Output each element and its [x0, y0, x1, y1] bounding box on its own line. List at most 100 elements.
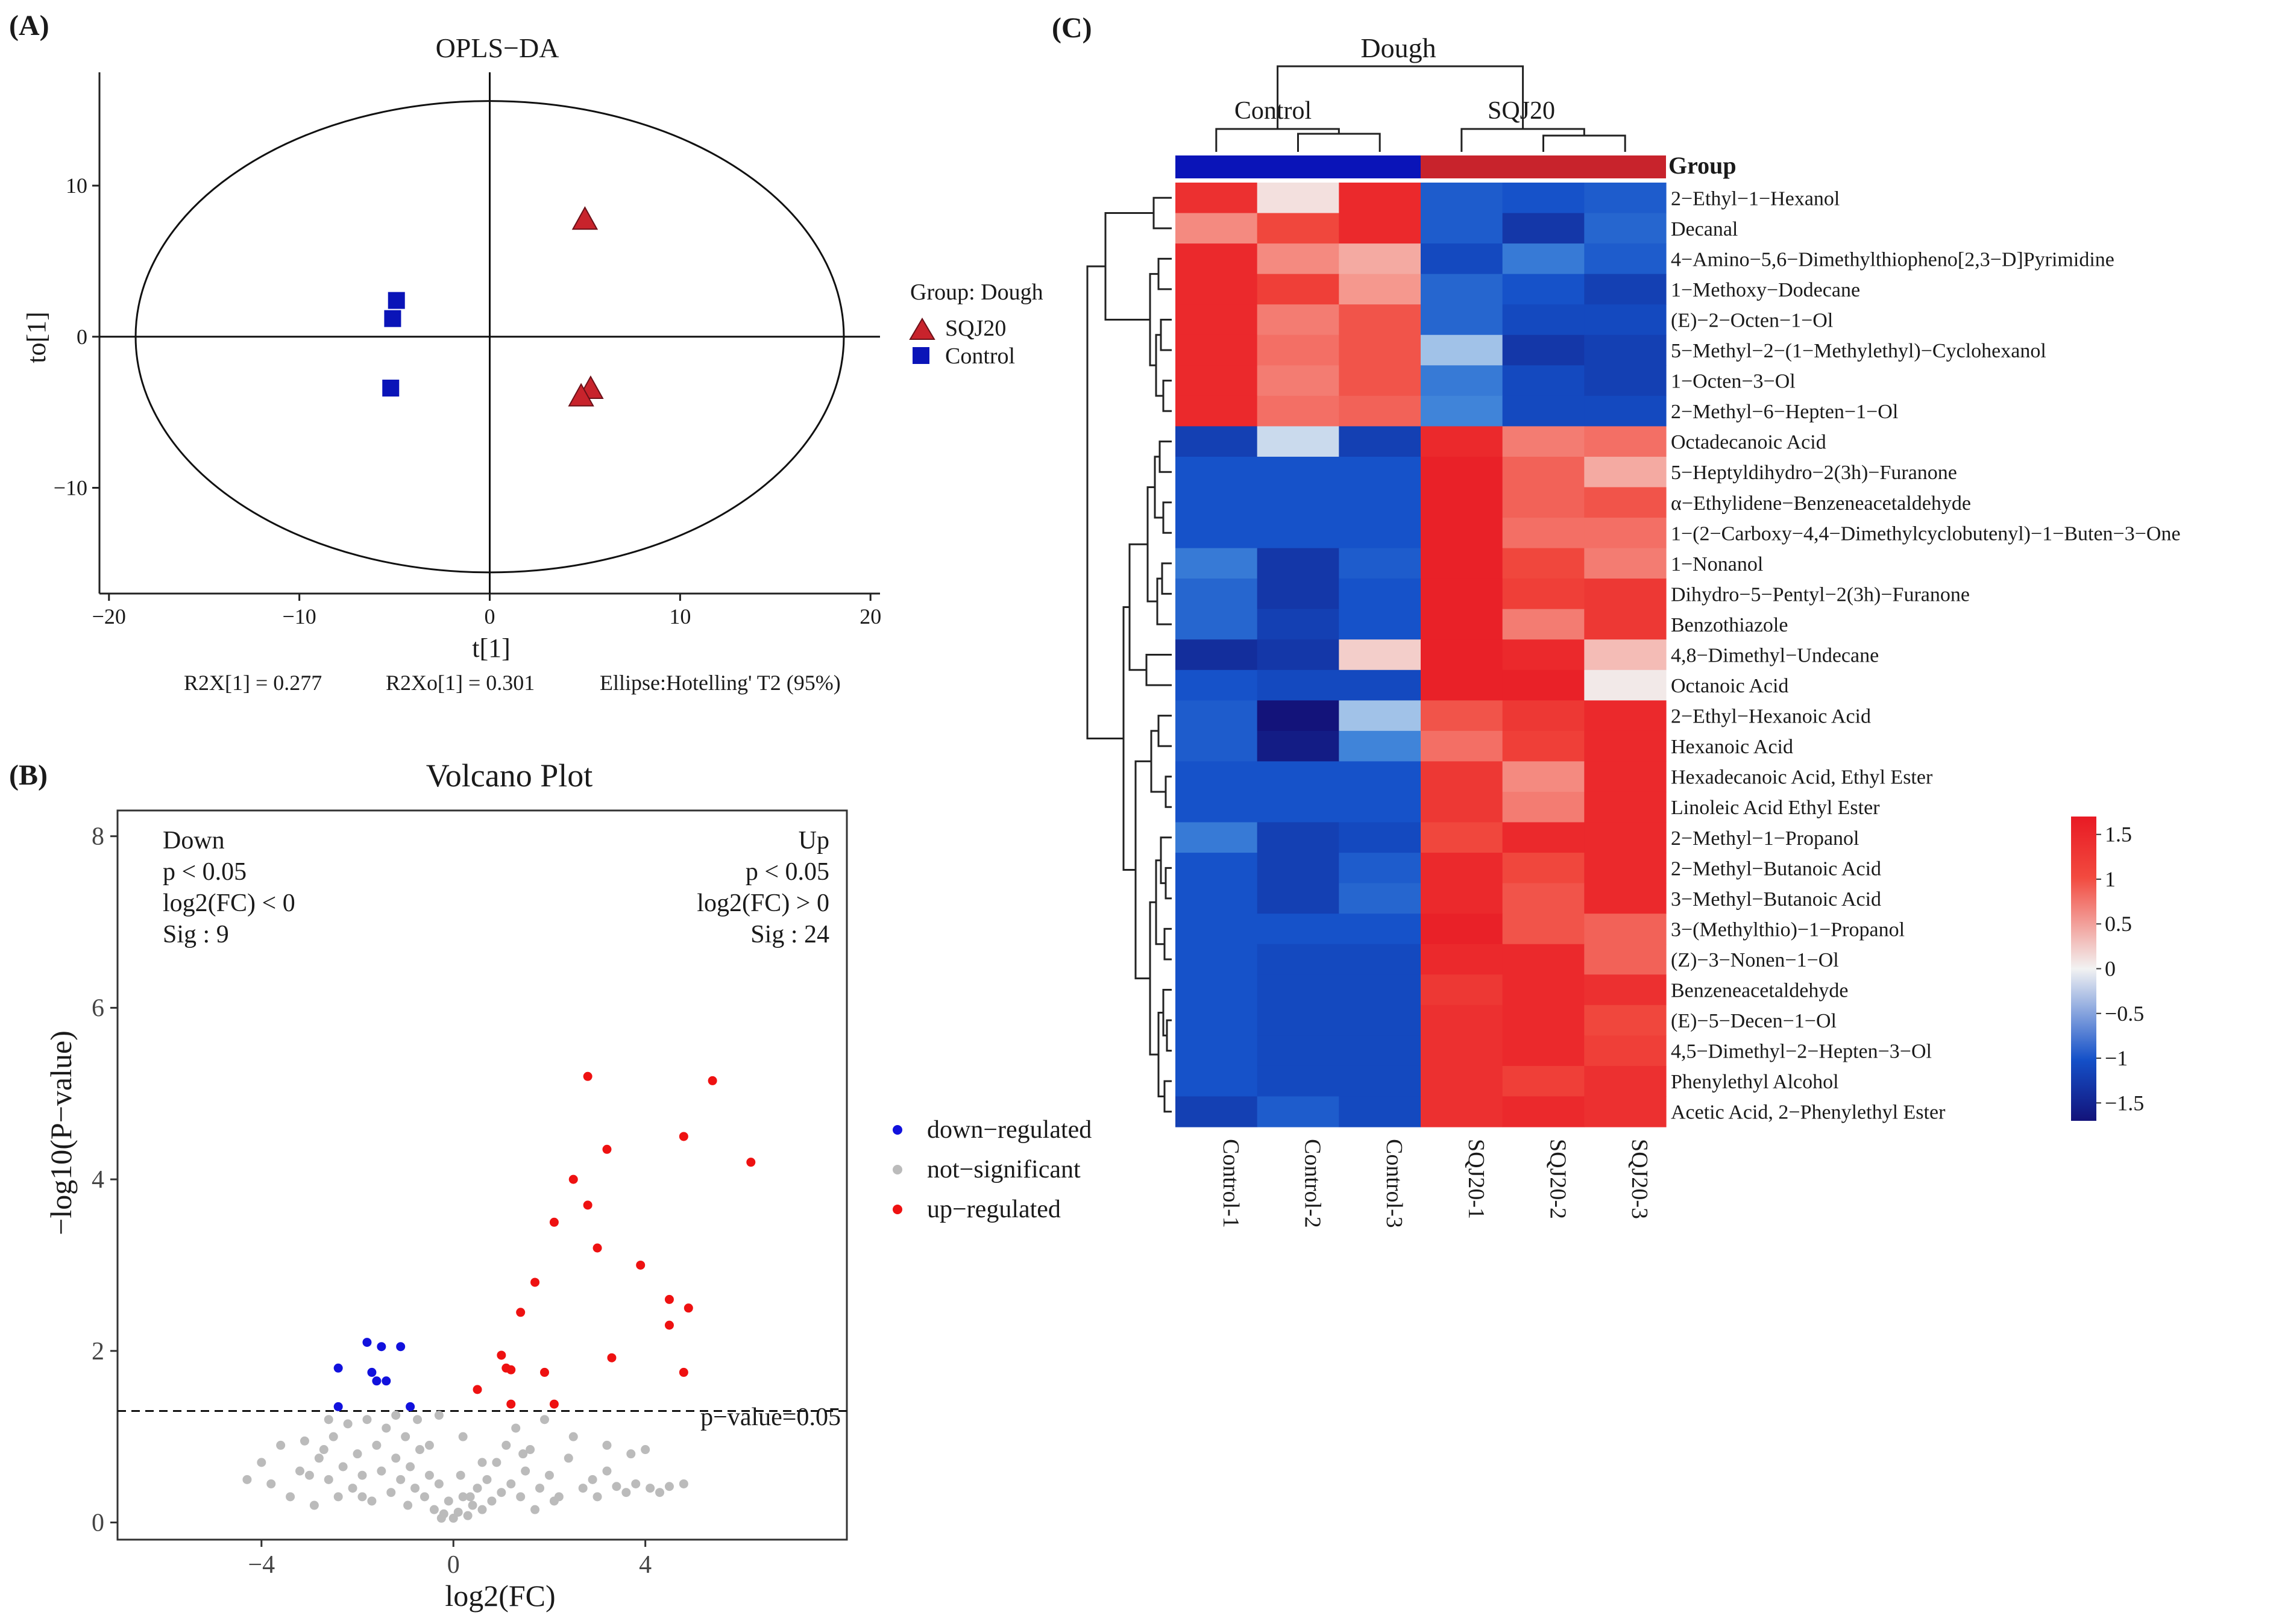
heatmap-cell: [1502, 609, 1585, 640]
row-dendro-link: [1145, 654, 1172, 686]
column-label: Control-3: [1381, 1139, 1407, 1228]
row-label: Octanoic Acid: [1671, 675, 1788, 697]
heatmap-cell: [1257, 914, 1339, 945]
point-up-regulated: [473, 1385, 482, 1394]
point-not-significant: [429, 1505, 439, 1514]
colorbar: [2071, 817, 2096, 1121]
point-down-regulated: [333, 1402, 343, 1411]
row-label: 5−Heptyldihydro−2(3h)−Furanone: [1671, 462, 1957, 484]
heatmap-cell: [1584, 334, 1667, 366]
heatmap-cell: [1421, 395, 1503, 427]
heatmap-cell: [1502, 791, 1585, 823]
heatmap-cell: [1584, 274, 1667, 305]
point-not-significant: [401, 1432, 410, 1441]
heatmap-cell: [1502, 974, 1585, 1006]
heatmap-cell: [1257, 578, 1339, 610]
heatmap-cell: [1421, 791, 1503, 823]
ellipse-hotelling: [134, 100, 845, 574]
heatmap-cell: [1584, 578, 1667, 610]
point-up-regulated: [530, 1278, 540, 1287]
point-not-significant: [535, 1484, 545, 1493]
dendro-link: [1215, 128, 1340, 152]
heatmap-cell: [1339, 974, 1421, 1006]
heatmap-cell: [1339, 304, 1421, 336]
stat-r2x: R2X[1] = 0.277: [184, 671, 322, 695]
point-up-regulated: [497, 1350, 506, 1360]
heatmap-cell: [1502, 365, 1585, 397]
point-down-regulated: [372, 1376, 382, 1386]
point-not-significant: [372, 1440, 382, 1450]
point-down-regulated: [367, 1367, 377, 1377]
point-up-regulated: [593, 1243, 602, 1253]
heatmap-cell: [1175, 761, 1258, 792]
dendro-link: [1297, 133, 1381, 152]
point-not-significant: [448, 1513, 458, 1523]
heatmap-cell: [1257, 669, 1339, 701]
colorbar-tick-label: 1: [2105, 867, 2116, 891]
legend-up: up−regulated: [927, 1196, 1061, 1223]
heatmap-cell: [1339, 609, 1421, 640]
heatmap-cell: [1502, 395, 1585, 427]
heatmap-cell: [1584, 365, 1667, 397]
heatmap-cell: [1421, 487, 1503, 518]
point-not-significant: [516, 1492, 526, 1502]
heatmap-cell: [1175, 1005, 1258, 1036]
row-dendro-link: [1156, 577, 1172, 625]
heatmap-cell: [1257, 791, 1339, 823]
row-dendro-link: [1134, 760, 1151, 980]
point-not-significant: [295, 1466, 304, 1476]
heatmap-cell: [1339, 183, 1421, 214]
point-not-significant: [386, 1488, 396, 1497]
point-down-regulated: [362, 1338, 372, 1347]
heatmap-cell: [1584, 183, 1667, 214]
heatmap-cell: [1257, 853, 1339, 884]
point-sqj20: [571, 206, 599, 230]
heatmap-cell: [1502, 944, 1585, 975]
row-label: 4−Amino−5,6−Dimethylthiopheno[2,3−D]Pyri…: [1671, 248, 2114, 271]
heatmap-cell: [1339, 1005, 1421, 1036]
row-labels: 2−Ethyl−1−Hexanol Decanal 4−Amino−5,6−Dime…: [1671, 187, 2181, 1123]
heatmap-cell: [1421, 669, 1503, 701]
point-not-significant: [564, 1453, 573, 1463]
heatmap-cell: [1421, 274, 1503, 305]
heatmap-cell: [1339, 365, 1421, 397]
heatmap-cell: [1584, 639, 1667, 671]
point-not-significant: [377, 1466, 386, 1476]
heatmap-cell: [1339, 548, 1421, 579]
group-bar-title: Group: [1668, 152, 1737, 179]
heatmap-cell: [1502, 883, 1585, 914]
point-not-significant: [353, 1449, 362, 1459]
point-not-significant: [434, 1479, 444, 1488]
point-not-significant: [343, 1419, 353, 1429]
heatmap-cell: [1421, 883, 1503, 914]
heatmap-cell: [1339, 669, 1421, 701]
point-up-regulated: [607, 1353, 617, 1362]
point-up-regulated: [679, 1132, 688, 1141]
legend-ns: not−significant: [927, 1156, 1081, 1184]
heatmap-cell: [1339, 518, 1421, 549]
row-dendro-link: [1152, 196, 1172, 230]
row-label: Linoleic Acid Ethyl Ester: [1671, 797, 1880, 819]
heatmap-cell: [1584, 1005, 1667, 1036]
point-not-significant: [257, 1458, 266, 1467]
row-label: Octadecanoic Acid: [1671, 431, 1826, 454]
volcano-ticks: −4 0 4 0 2 4 6 8: [92, 823, 652, 1579]
point-not-significant: [304, 1470, 314, 1480]
volcano-xtick-label: 4: [639, 1551, 652, 1579]
point-up-regulated: [549, 1399, 559, 1409]
heatmap-cell: [1421, 304, 1503, 336]
heatmap-cell: [1421, 213, 1503, 244]
heatmap-cell: [1339, 213, 1421, 244]
heatmap-cell: [1175, 518, 1258, 549]
point-not-significant: [621, 1488, 631, 1497]
dendro-link: [1277, 65, 1524, 129]
heatmap-cell: [1421, 639, 1503, 671]
hotelling-ellipse: [134, 100, 845, 574]
heatmap-cell: [1339, 944, 1421, 975]
heatmap-cell: [1339, 791, 1421, 823]
panel-label-c: (C): [1052, 12, 1092, 44]
heatmap-cell: [1421, 1005, 1503, 1036]
heatmap-cell: [1502, 548, 1585, 579]
row-label: (E)−5−Decen−1−Ol: [1671, 1010, 1837, 1032]
heatmap-cell: [1502, 914, 1585, 945]
